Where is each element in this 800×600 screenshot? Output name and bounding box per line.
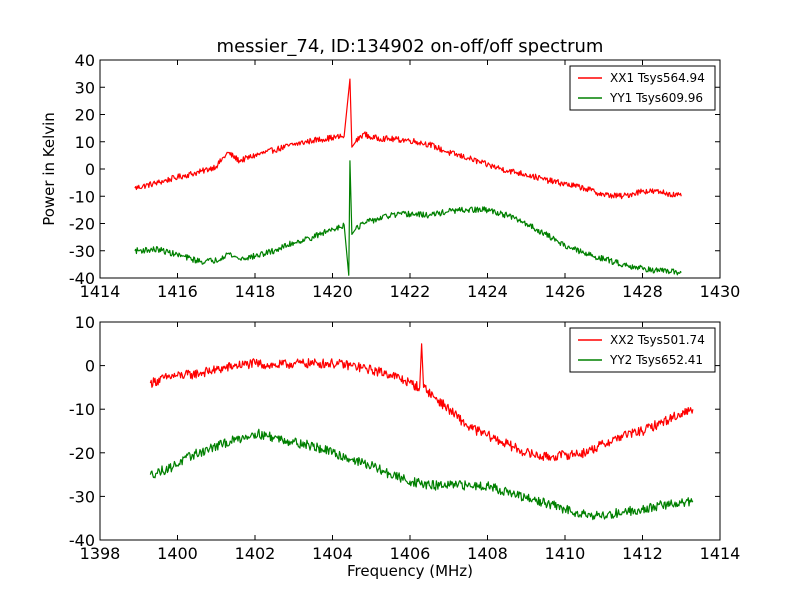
series-line-1 <box>134 78 682 200</box>
x-tick-label: 1430 <box>700 282 741 301</box>
y-tick-label: 10 <box>75 313 95 332</box>
series-group <box>134 78 682 276</box>
y-tick-label: 40 <box>75 51 95 70</box>
legend-entry: XX1 Tsys564.94 <box>610 71 705 85</box>
series-line-1 <box>149 343 694 462</box>
y-axis-label: Power in Kelvin <box>40 112 58 226</box>
x-tick-label: 1428 <box>622 282 663 301</box>
x-tick-label: 1412 <box>622 544 663 563</box>
y-tick-label: -30 <box>69 242 95 261</box>
y-tick-label: 0 <box>85 357 95 376</box>
y-tick-label: -40 <box>69 269 95 288</box>
x-tick-label: 1424 <box>467 282 508 301</box>
x-tick-label: 1406 <box>390 544 431 563</box>
x-axis-label: Frequency (MHz) <box>347 562 473 580</box>
legend-box <box>569 327 716 373</box>
y-tick-label: 0 <box>85 160 95 179</box>
y-tick-label: 30 <box>75 78 95 97</box>
legend-entry: YY1 Tsys609.96 <box>609 91 703 105</box>
x-tick-label: 1400 <box>157 544 198 563</box>
x-tick-label: 1414 <box>700 544 741 563</box>
y-tick-label: -30 <box>69 487 95 506</box>
series-group <box>149 343 694 521</box>
y-tick-label: 10 <box>75 133 95 152</box>
x-tick-label: 1420 <box>312 282 353 301</box>
legend-entry: YY2 Tsys652.41 <box>609 353 703 367</box>
legend-entry: XX2 Tsys501.74 <box>610 333 705 347</box>
legend-box <box>569 65 716 111</box>
x-tick-label: 1404 <box>312 544 353 563</box>
y-tick-label: 20 <box>75 106 95 125</box>
x-tick-label: 1408 <box>467 544 508 563</box>
series-line-2 <box>134 160 682 276</box>
x-tick-label: 1410 <box>545 544 586 563</box>
x-tick-label: 1414 <box>80 282 121 301</box>
y-tick-label: -20 <box>69 444 95 463</box>
y-tick-label: -20 <box>69 215 95 234</box>
x-tick-label: 1418 <box>235 282 276 301</box>
series-line-2 <box>149 428 694 521</box>
chart-panel-2: 1398 1400 1402 1404 1406 1408 1410 1412 1414 10 0 -… <box>69 313 741 580</box>
y-tick-label: -10 <box>69 187 95 206</box>
x-tick-label: 1426 <box>545 282 586 301</box>
x-tick-label: 1398 <box>80 544 121 563</box>
chart-title: messier_74, ID:134902 on-off/off spectru… <box>217 36 604 57</box>
chart-panel-1: 1414 1416 1418 1420 1422 1424 1426 1428 1430 40 30… <box>40 36 740 301</box>
legend: XX2 Tsys501.74 YY2 Tsys652.41 <box>569 327 716 373</box>
x-tick-label: 1402 <box>235 544 276 563</box>
x-tick-label: 1416 <box>157 282 198 301</box>
x-tick-label: 1422 <box>390 282 431 301</box>
y-tick-label: -10 <box>69 400 95 419</box>
y-tick-label: -40 <box>69 531 95 550</box>
legend: XX1 Tsys564.94 YY1 Tsys609.96 <box>569 65 716 111</box>
